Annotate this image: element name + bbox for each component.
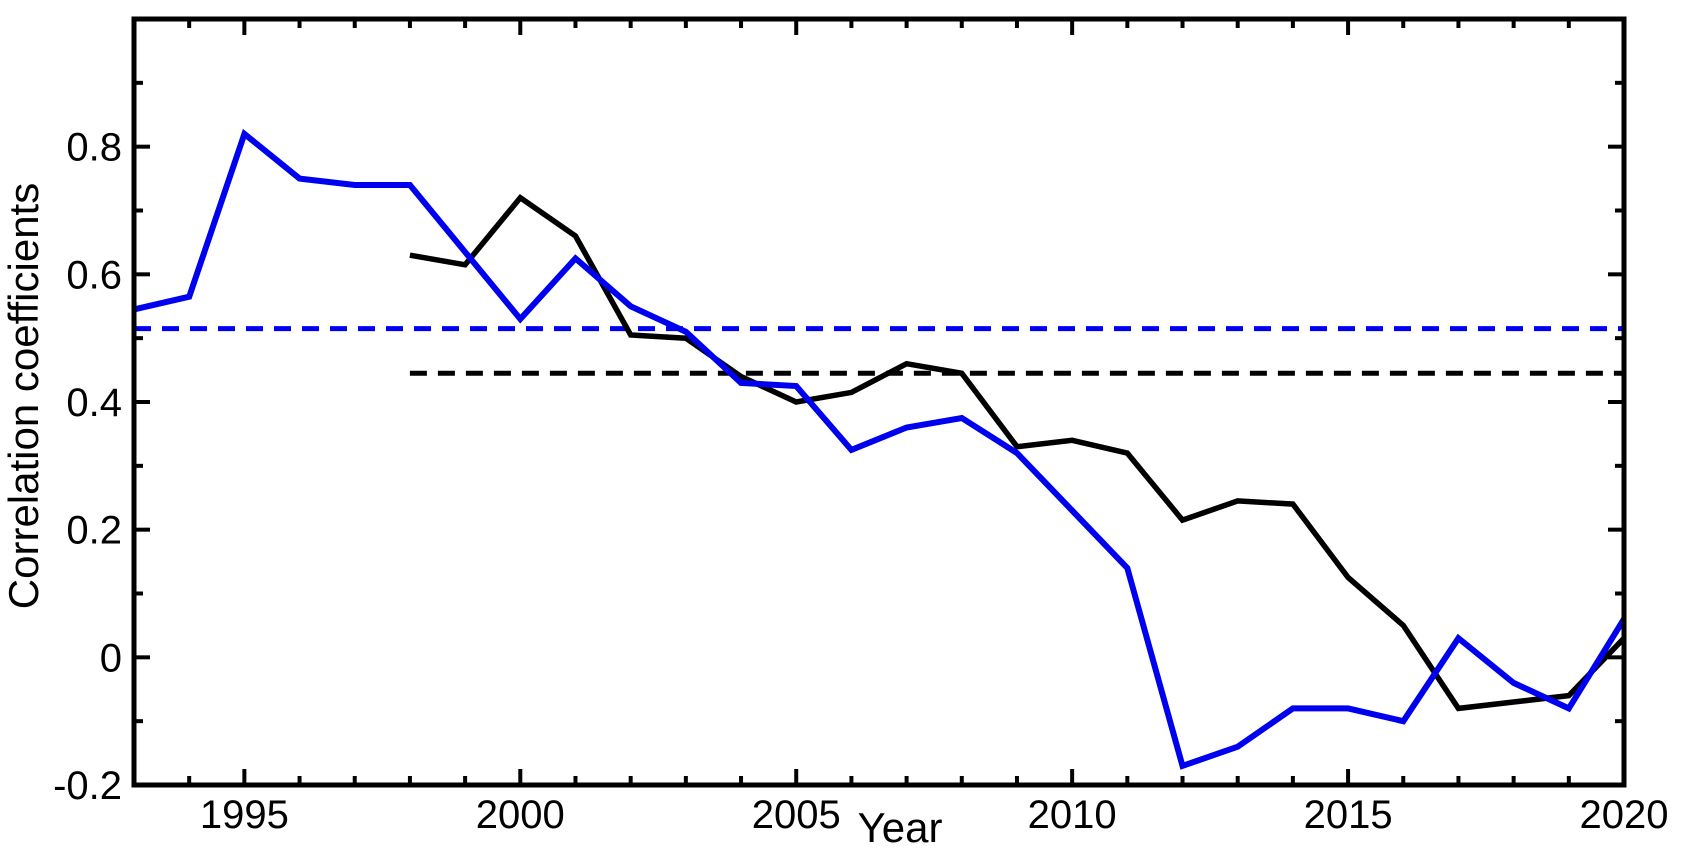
- x-tick-label: 2010: [1028, 793, 1117, 837]
- y-tick-label: 0.6: [66, 253, 122, 297]
- x-tick-label: 1995: [200, 793, 289, 837]
- axes-frame: [131, 16, 1627, 788]
- y-tick-label: 0.8: [66, 126, 122, 170]
- x-tick-label: 2005: [752, 793, 841, 837]
- series-layer: [133, 128, 1627, 770]
- x-axis-title: Year: [858, 804, 943, 851]
- x-tick-label: 2015: [1304, 793, 1393, 837]
- black-correlation-line: [409, 193, 1626, 712]
- blue-correlation-line: [133, 128, 1627, 770]
- plot-frame: [131, 16, 1627, 788]
- x-tick-label: 2000: [476, 793, 565, 837]
- label-layer: Correlation coefficients Year 1995 2000 20…: [0, 126, 1668, 851]
- y-tick-label: -0.2: [53, 764, 122, 808]
- y-tick-label: 0: [100, 636, 122, 680]
- y-tick-label: 0.4: [66, 381, 122, 425]
- x-tick-label: 2020: [1580, 793, 1669, 837]
- y-axis-title: Correlation coefficients: [0, 183, 47, 609]
- tick-layer: [134, 19, 1626, 787]
- y-tick-label: 0.2: [66, 509, 122, 553]
